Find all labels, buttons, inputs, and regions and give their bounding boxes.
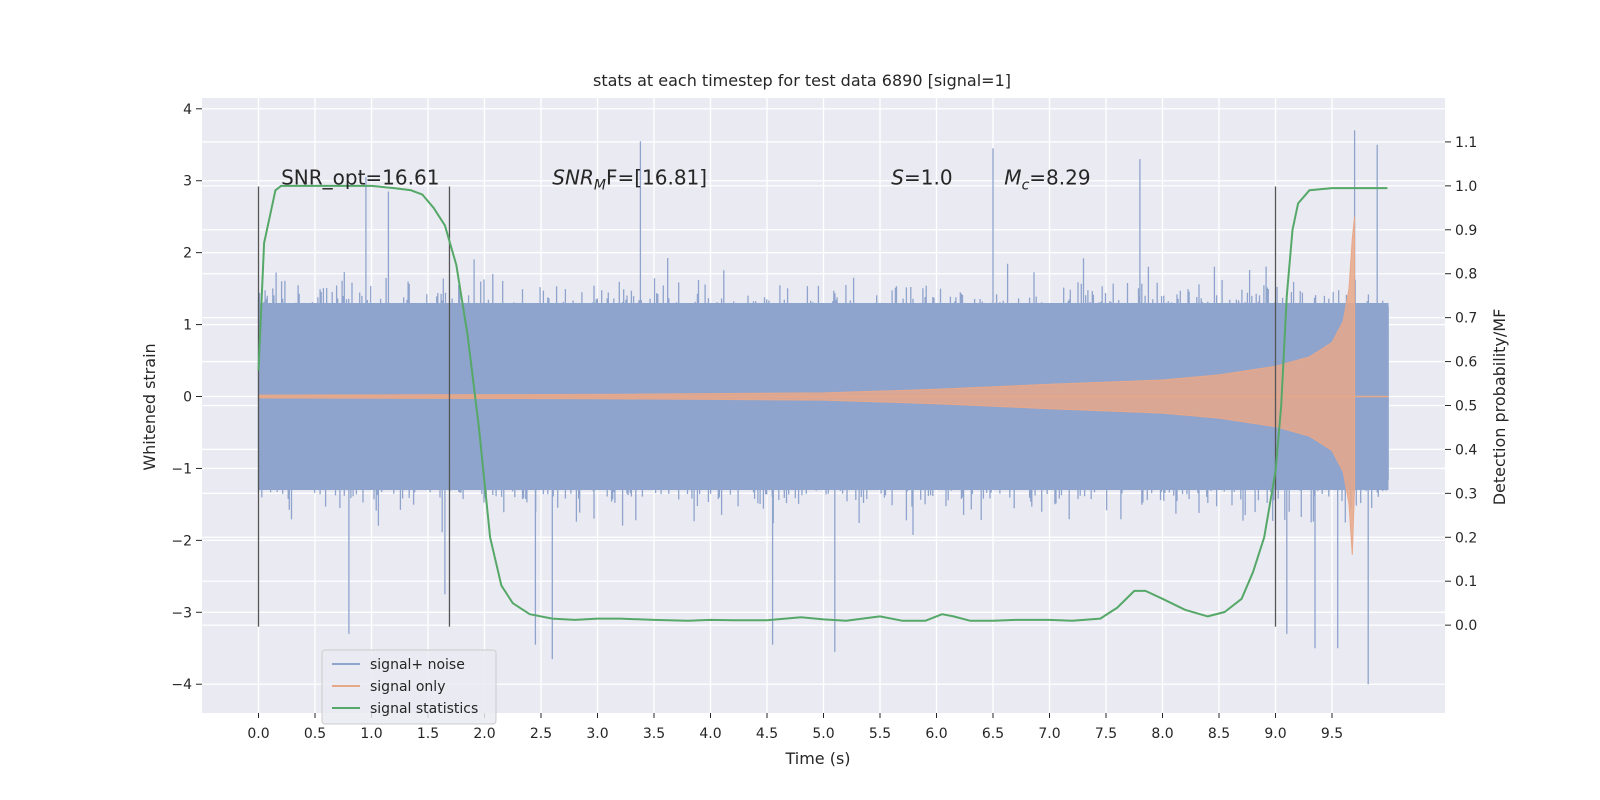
series-signal-only <box>258 216 1389 555</box>
x-tick-label: 2.0 <box>473 726 495 742</box>
y-tick-label: −4 <box>171 677 192 693</box>
x-tick-label: 3.5 <box>643 726 665 742</box>
y-tick-label: 3 <box>183 174 192 190</box>
x-tick-label: 0.0 <box>247 726 269 742</box>
x-tick-label: 6.0 <box>925 726 947 742</box>
x-tick-label: 1.5 <box>417 726 439 742</box>
y-right-tick-label: 0.9 <box>1455 223 1477 239</box>
x-tick-label: 9.5 <box>1321 726 1343 742</box>
y-tick-label: 4 <box>183 102 192 118</box>
y-right-ticks: 0.0 0.1 0.2 0.3 0.4 0.5 0.6 0.7 0.8 0.9 1.0 1.1 <box>1445 135 1477 634</box>
y-right-tick-label: 1.1 <box>1455 135 1477 151</box>
x-ticks: 0.0 0.5 1.0 1.5 2.0 2.5 3.0 3.5 4.0 4.5 5.0 5.5 6.0 6… <box>247 713 1343 742</box>
x-tick-label: 8.0 <box>1151 726 1173 742</box>
statistics-line <box>257 184 1388 622</box>
annotations: SNR_opt=16.61 SNRMF=[16.81] S=1.0 Mc=8.29 <box>281 165 1090 193</box>
annotation-0: SNR_opt=16.61 <box>281 165 439 189</box>
y-right-tick-label: 1.0 <box>1455 179 1477 195</box>
y-right-tick-label: 0.5 <box>1455 399 1477 415</box>
y-tick-label: −3 <box>171 605 192 621</box>
series-signal-statistics <box>257 184 1388 622</box>
x-tick-label: 5.5 <box>869 726 891 742</box>
legend-label: signal only <box>370 679 445 695</box>
legend-label: signal statistics <box>370 701 478 717</box>
y-tick-label: 1 <box>183 318 192 334</box>
y-right-tick-label: 0.3 <box>1455 486 1477 502</box>
legend: signal+ noise signal only signal statistic… <box>321 649 497 725</box>
y-right-axis-label: Detection probability/MF <box>1490 309 1509 506</box>
x-axis-label: Time (s) <box>784 749 850 768</box>
annotation-3: Mc=8.29 <box>1004 165 1090 193</box>
y-tick-label: −2 <box>171 533 192 549</box>
x-tick-label: 6.5 <box>982 726 1004 742</box>
y-right-tick-label: 0.7 <box>1455 311 1477 327</box>
x-tick-label: 9.0 <box>1264 726 1286 742</box>
x-tick-label: 8.5 <box>1208 726 1230 742</box>
y-right-tick-label: 0.4 <box>1455 442 1477 458</box>
x-tick-label: 0.5 <box>304 726 326 742</box>
x-tick-label: 5.0 <box>812 726 834 742</box>
y-ticks: −4 −3 −2 −1 0 1 2 3 4 <box>171 102 202 693</box>
y-tick-label: −1 <box>171 461 192 477</box>
annotation-2: S=1.0 <box>891 165 952 189</box>
y-axis-label: Whitened strain <box>140 343 159 470</box>
y-right-tick-label: 0.1 <box>1455 574 1477 590</box>
x-tick-label: 7.5 <box>1095 726 1117 742</box>
x-tick-label: 2.5 <box>530 726 552 742</box>
x-tick-label: 1.0 <box>360 726 382 742</box>
y-right-tick-label: 0.8 <box>1455 267 1477 283</box>
y-right-tick-label: 0.0 <box>1455 618 1477 634</box>
y-right-tick-label: 0.2 <box>1455 530 1477 546</box>
y-right-tick-label: 0.6 <box>1455 355 1477 371</box>
y-tick-label: 2 <box>183 246 192 262</box>
signal-envelope <box>258 216 1356 555</box>
vertical-markers <box>257 186 1277 627</box>
chart-title: stats at each timestep for test data 689… <box>593 71 1011 90</box>
x-tick-label: 7.0 <box>1038 726 1060 742</box>
legend-box <box>321 649 497 725</box>
legend-label: signal+ noise <box>370 657 465 673</box>
y-tick-label: 0 <box>183 390 192 406</box>
annotation-1: SNRMF=[16.81] <box>552 165 707 193</box>
x-tick-label: 4.5 <box>756 726 778 742</box>
x-tick-label: 4.0 <box>699 726 721 742</box>
x-tick-label: 3.0 <box>586 726 608 742</box>
